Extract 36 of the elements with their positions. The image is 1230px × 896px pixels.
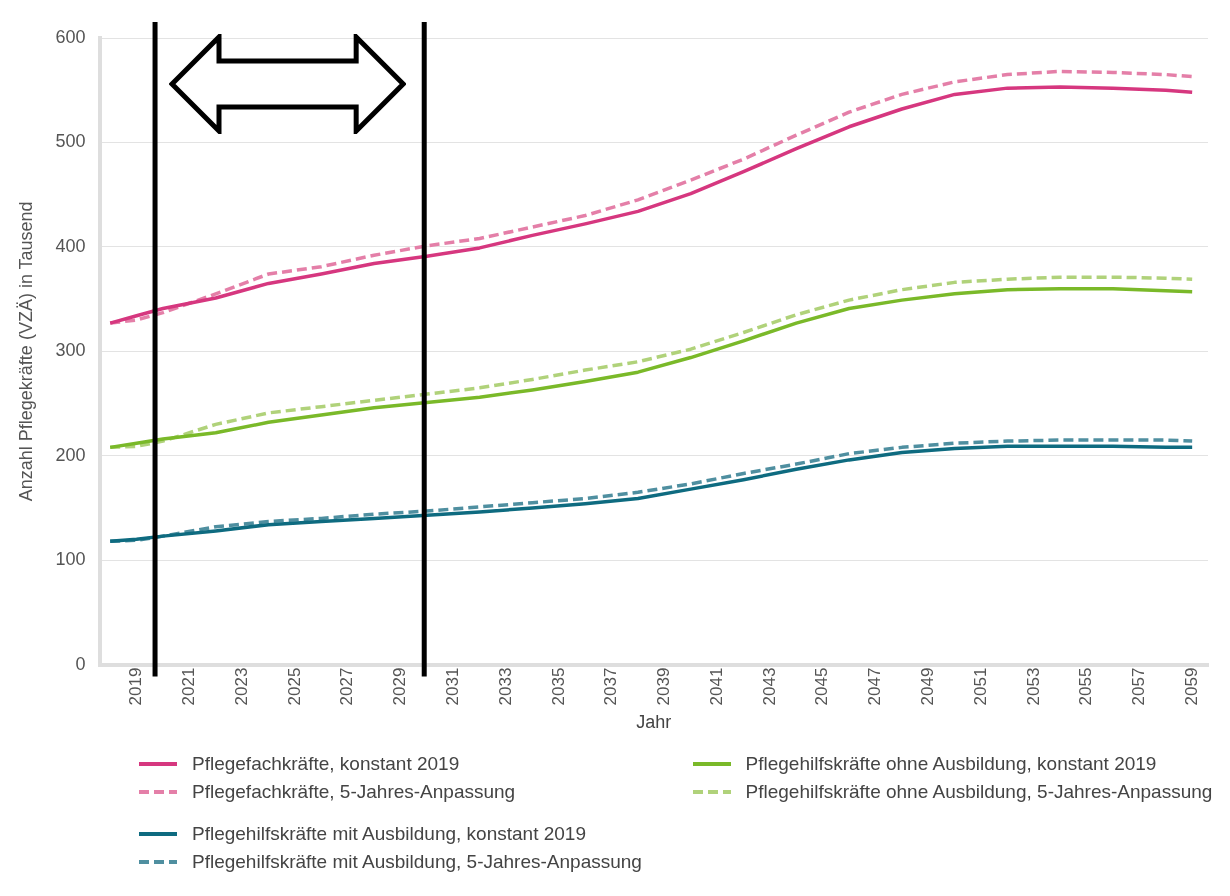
x-tick-label: 2023 [231, 667, 251, 706]
y-tick-label: 200 [55, 444, 86, 465]
legend-label: Pflegehilfskräfte ohne Ausbildung, konstant 2019 [745, 753, 1157, 775]
x-tick-label: 2041 [706, 667, 726, 706]
legend-label: Pflegehilfskräfte ohne Ausbildung, 5-Jahres-Anpassung [745, 781, 1213, 803]
x-tick-label: 2031 [442, 667, 462, 706]
x-tick-label: 2043 [759, 667, 779, 706]
y-axis-title: Anzahl Pflegekräfte (VZÄ) in Tausend [15, 201, 36, 502]
x-tick-label: 2045 [812, 667, 832, 706]
x-tick-label: 2025 [284, 667, 304, 706]
x-tick-label: 2037 [601, 667, 621, 706]
y-tick-label: 600 [55, 26, 86, 47]
x-tick-label: 2047 [865, 667, 885, 706]
x-tick-label: 2053 [1023, 667, 1043, 706]
x-tick-label: 2029 [390, 667, 410, 706]
x-tick-label: 2051 [970, 667, 990, 706]
x-tick-label: 2019 [126, 667, 146, 706]
x-axis-title: Jahr [636, 712, 672, 733]
y-tick-label: 300 [55, 340, 86, 361]
x-tick-label: 2055 [1076, 667, 1096, 706]
legend-label: Pflegehilfskräfte mit Ausbildung, konstant 2019 [192, 823, 586, 845]
x-tick-label: 2035 [548, 667, 568, 706]
y-tick-label: 0 [75, 653, 86, 674]
y-tick-label: 400 [55, 235, 86, 256]
x-tick-label: 2057 [1129, 667, 1149, 706]
legend-label: Pflegehilfskräfte mit Ausbildung, 5-Jahres-Anpassung [192, 851, 642, 873]
x-tick-label: 2027 [337, 667, 357, 706]
x-tick-label: 2059 [1181, 667, 1201, 706]
y-tick-label: 500 [55, 131, 86, 152]
x-tick-label: 2021 [179, 667, 199, 706]
legend-label: Pflegefachkräfte, konstant 2019 [192, 753, 460, 775]
x-tick-label: 2033 [495, 667, 515, 706]
legend-label: Pflegefachkräfte, 5-Jahres-Anpassung [192, 781, 516, 803]
x-tick-label: 2039 [654, 667, 674, 706]
y-tick-label: 100 [55, 549, 86, 570]
x-tick-label: 2049 [917, 667, 937, 706]
